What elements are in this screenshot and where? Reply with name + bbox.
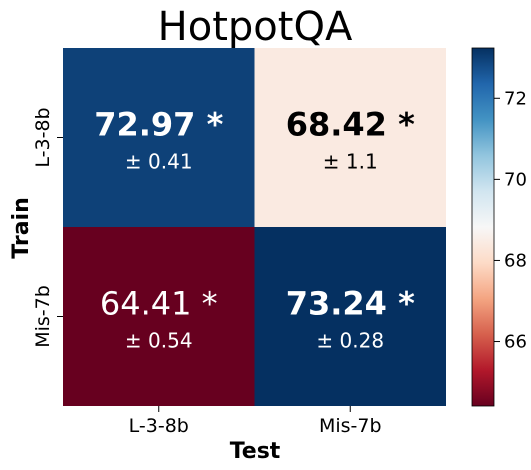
heatmap-cell (254, 48, 446, 227)
colorbar: 66 68 70 72 (471, 47, 527, 407)
colorbar-tick-label: 66 (504, 332, 527, 353)
chart-title: HotpotQA (158, 4, 353, 50)
cell-std-label: ± 0.41 (125, 150, 193, 174)
x-tick-label: L-3-8b (129, 415, 189, 437)
heatmap-cells: 72.97 * ± 0.41 68.42 * ± 1.1 64.41 * ± 0.54 73… (63, 48, 446, 406)
colorbar-tick-label: 68 (504, 250, 527, 271)
heatmap-cell (63, 227, 255, 406)
cell-value-label: 72.97 * (94, 106, 223, 144)
cell-value-label: 68.42 * (286, 106, 415, 144)
heatmap-cell (254, 227, 446, 406)
cell-std-label: ± 0.54 (125, 329, 193, 353)
x-axis-label: Test (230, 439, 281, 464)
y-tick-label: Mis-7b (32, 285, 54, 348)
cell-value-label: 64.41 * (100, 285, 218, 323)
colorbar-ticks: 66 68 70 72 (494, 88, 527, 353)
y-axis-ticks: L-3-8b Mis-7b (32, 107, 63, 348)
y-tick-label: L-3-8b (32, 107, 54, 167)
colorbar-tick-label: 72 (504, 88, 527, 109)
colorbar-tick-label: 70 (504, 169, 527, 190)
cell-value-label: 73.24 * (286, 285, 415, 323)
cell-std-label: ± 0.28 (316, 329, 384, 353)
colorbar-gradient (471, 47, 495, 407)
x-tick-label: Mis-7b (319, 415, 382, 437)
x-axis-ticks: L-3-8b Mis-7b (129, 406, 382, 437)
y-axis-label: Train (9, 197, 34, 259)
cell-std-label: ± 1.1 (323, 150, 378, 174)
heatmap-cell (63, 48, 255, 227)
